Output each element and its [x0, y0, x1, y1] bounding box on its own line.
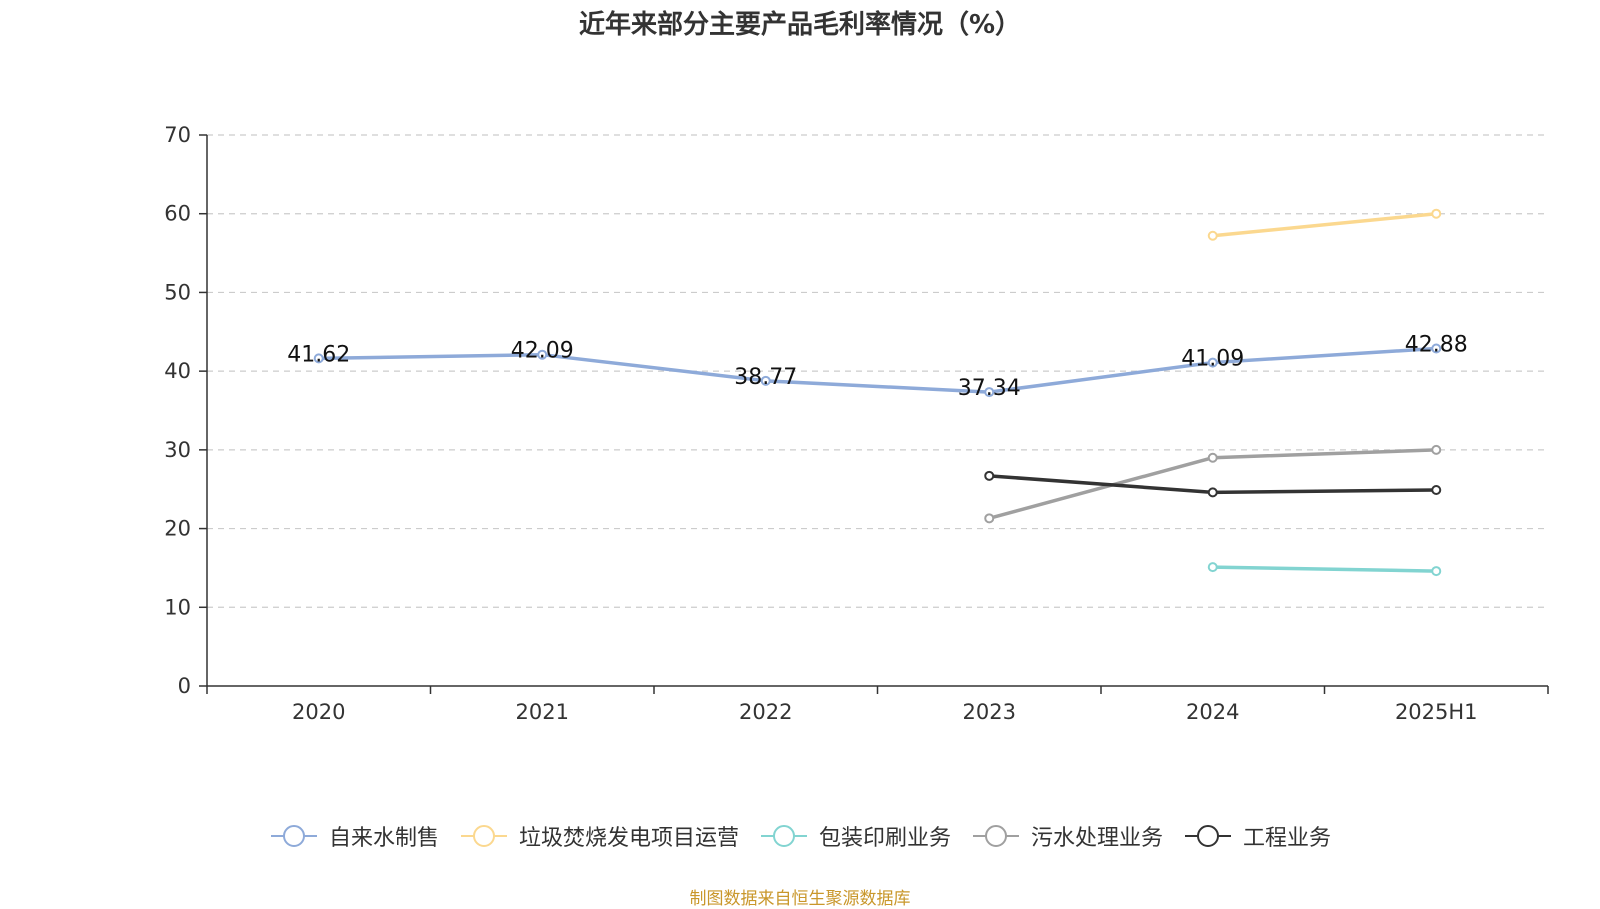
- source-note: 制图数据来自恒生聚源数据库: [689, 889, 911, 909]
- data-point: [537, 349, 548, 360]
- legend-label: 垃圾焚烧发电项目运营: [518, 826, 739, 851]
- data-labels: 41.62 42.09 38.77 37.34 41.09 42.88: [287, 332, 1467, 401]
- data-point: [984, 513, 995, 524]
- data-point: [1207, 357, 1218, 368]
- data-point: [984, 387, 995, 398]
- y-tick-label: 50: [164, 280, 191, 304]
- data-point: [760, 375, 771, 386]
- legend-swatch-icon: [760, 825, 807, 847]
- series-line-3: [1212, 565, 1437, 573]
- line-chart: 0 10 20 30 40 50 60 70 2020 2021 2022 2023 2024 2025H…: [164, 123, 1549, 724]
- data-point: [1431, 208, 1442, 219]
- axes: 0 10 20 30 40 50 60 70 2020 2021 2022 2023 2024 2025H…: [164, 123, 1549, 724]
- y-tick-label: 0: [178, 674, 191, 698]
- data-label: 37.34: [958, 376, 1021, 401]
- legend-item[interactable]: 自来水制售: [269, 820, 439, 852]
- legend-item[interactable]: 工程业务: [1183, 820, 1331, 852]
- data-label: 41.62: [287, 342, 350, 367]
- y-tick-label: 30: [164, 438, 191, 462]
- data-label: 38.77: [734, 365, 797, 390]
- series-line-2: [1212, 211, 1437, 238]
- legend-label: 自来水制售: [328, 826, 439, 851]
- y-tick-label: 20: [164, 517, 191, 541]
- legend-swatch-icon: [270, 825, 317, 847]
- data-point: [1431, 444, 1442, 455]
- x-tick-label: 2025H1: [1395, 700, 1478, 724]
- legend-label: 污水处理业务: [1031, 826, 1164, 851]
- data-point: [1431, 343, 1442, 354]
- data-label: 42.88: [1405, 332, 1468, 357]
- data-point: [1431, 566, 1442, 577]
- x-tick-label: 2022: [739, 700, 792, 724]
- legend-label: 工程业务: [1243, 826, 1332, 851]
- legend: 自来水制售 垃圾焚烧发电项目运营 包装印刷业务 污水处理业务 工程业务: [0, 820, 1600, 852]
- series-lines: [313, 208, 1442, 577]
- x-tick-label: 2023: [963, 700, 1016, 724]
- legend-item[interactable]: 垃圾焚烧发电项目运营: [459, 820, 739, 852]
- chart-title: 近年来部分主要产品毛利率情况（%）: [578, 10, 1022, 40]
- data-point: [1207, 487, 1218, 498]
- y-tick-label: 70: [164, 123, 191, 147]
- legend-item[interactable]: 包装印刷业务: [759, 820, 951, 852]
- legend-label: 包装印刷业务: [818, 826, 951, 851]
- grid-lines: [207, 134, 1548, 608]
- y-tick-label: 40: [164, 359, 191, 383]
- x-tick-label: 2024: [1186, 700, 1239, 724]
- legend-swatch-icon: [973, 825, 1019, 847]
- y-tick-label: 10: [164, 595, 191, 619]
- data-point: [313, 353, 324, 364]
- data-point: [1207, 230, 1218, 241]
- legend-swatch-icon: [460, 825, 507, 847]
- data-label: 41.09: [1181, 347, 1244, 372]
- x-tick-label: 2020: [292, 700, 345, 724]
- y-tick-label: 60: [164, 202, 191, 226]
- data-label: 42.09: [511, 339, 574, 364]
- legend-swatch-icon: [1185, 825, 1232, 847]
- series-line-1: [318, 346, 1437, 394]
- data-point: [1207, 562, 1218, 573]
- data-point: [1431, 485, 1442, 496]
- x-tick-label: 2021: [516, 700, 569, 724]
- legend-item[interactable]: 污水处理业务: [971, 820, 1163, 852]
- data-point: [984, 470, 995, 481]
- data-point: [1207, 452, 1218, 463]
